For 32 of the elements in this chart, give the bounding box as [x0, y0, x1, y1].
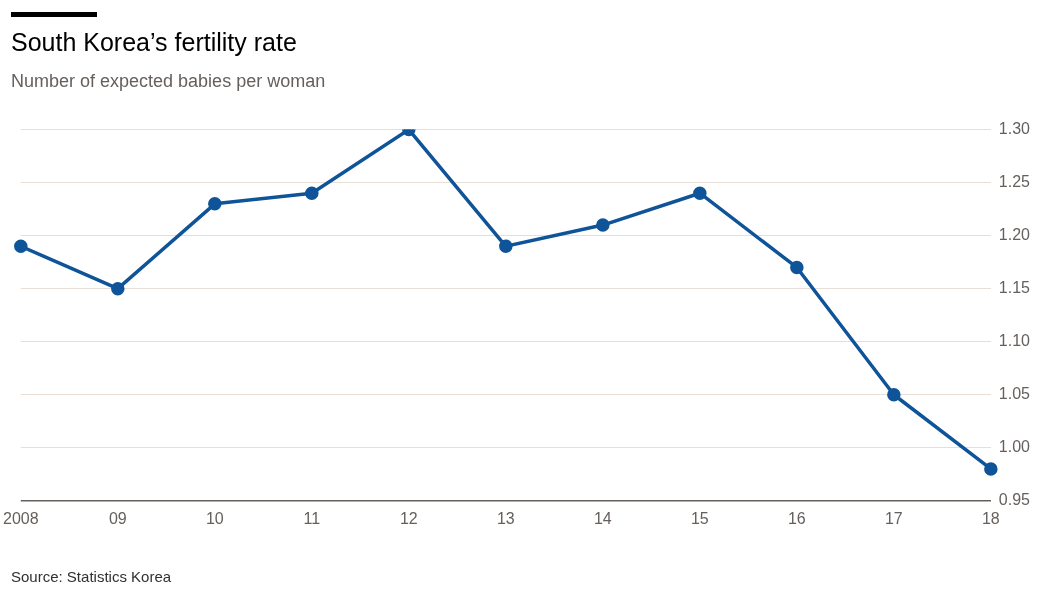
- y-tick-label: 1.25: [998, 173, 1031, 191]
- x-tick-label: 12: [399, 509, 418, 527]
- x-tick-label: 11: [303, 509, 321, 527]
- x-tick-label: 15: [690, 509, 709, 527]
- x-tick-label: 14: [593, 509, 612, 527]
- x-tick-label: 09: [108, 509, 127, 527]
- point: [596, 218, 610, 232]
- x-tick-label: 16: [787, 509, 806, 527]
- source-note: Source: Statistics Korea: [11, 568, 172, 585]
- chart-title: South Korea’s fertility rate: [11, 28, 297, 57]
- point: [984, 462, 998, 476]
- y-tick-label: 1.15: [998, 279, 1031, 297]
- y-tick-label: 0.95: [998, 491, 1031, 509]
- y-tick-label: 1.00: [998, 438, 1031, 456]
- point: [499, 239, 513, 254]
- x-tick-label: 13: [496, 509, 515, 527]
- point: [790, 260, 804, 275]
- point: [111, 281, 125, 296]
- x-tick-label: 17: [884, 509, 903, 527]
- point: [305, 186, 319, 200]
- x-tick-label: 2008: [3, 509, 39, 527]
- point: [887, 387, 901, 402]
- x-tick-label: 18: [981, 509, 1000, 527]
- y-tick-label: 1.30: [998, 120, 1031, 138]
- chart-subtitle: Number of expected babies per woman: [11, 71, 326, 92]
- x-tick-label: 10: [205, 509, 224, 527]
- point: [208, 197, 222, 211]
- y-tick-label: 1.10: [998, 332, 1031, 350]
- point: [693, 186, 707, 200]
- point: [14, 239, 28, 254]
- y-tick-label: 1.05: [998, 385, 1031, 403]
- y-tick-label: 1.20: [998, 226, 1031, 244]
